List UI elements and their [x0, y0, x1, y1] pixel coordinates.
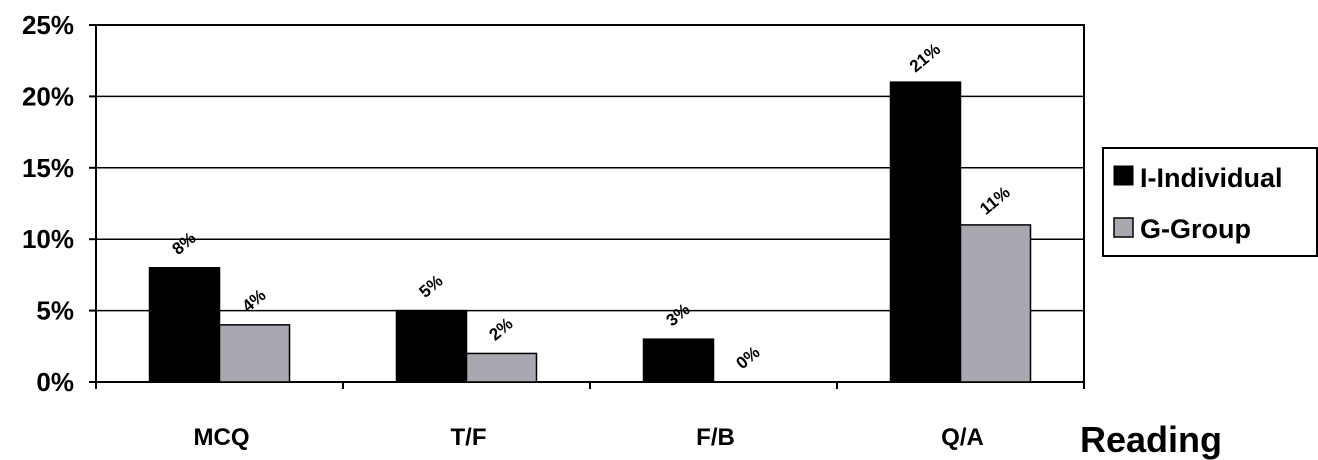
x-category-label: Q/A — [941, 424, 984, 451]
bar-group — [465, 352, 538, 383]
bar-individual — [148, 267, 221, 383]
y-tick-label: 0% — [36, 367, 74, 397]
y-tick-label: 15% — [22, 153, 74, 183]
bar-individual — [889, 81, 962, 383]
legend-label-group: G-Group — [1140, 214, 1251, 244]
bar-individual — [642, 338, 715, 383]
legend: I-Individual G-Group — [1102, 147, 1318, 257]
y-tick-label: 5% — [36, 296, 74, 326]
bars — [148, 81, 1032, 383]
bar-group — [218, 324, 291, 383]
plot-area: 8%4% 5%2% 3%0%21%11% 0%5%10%15%20%25% MCQ T… — [22, 10, 1085, 451]
x-category-label: F/B — [696, 424, 735, 451]
y-axis: 0% 5% 10% 15% 20% 25% — [22, 10, 96, 397]
x-axis-title: Reading — [1080, 419, 1222, 460]
x-category-label: MCQ — [194, 424, 250, 451]
y-tick-label: 20% — [22, 81, 74, 111]
y-tick-label: 10% — [22, 224, 74, 254]
bar-individual — [395, 309, 468, 383]
x-axis: MCQ T/F F/B Q/A — [95, 382, 1085, 451]
legend-label-individual: I-Individual — [1140, 163, 1283, 193]
legend-swatch-group — [1113, 217, 1134, 238]
legend-frame — [1102, 147, 1318, 257]
y-tick-label: 25% — [22, 10, 74, 40]
legend-swatch-individual — [1113, 165, 1134, 186]
x-category-label: T/F — [451, 424, 487, 451]
bar-group — [959, 224, 1032, 383]
